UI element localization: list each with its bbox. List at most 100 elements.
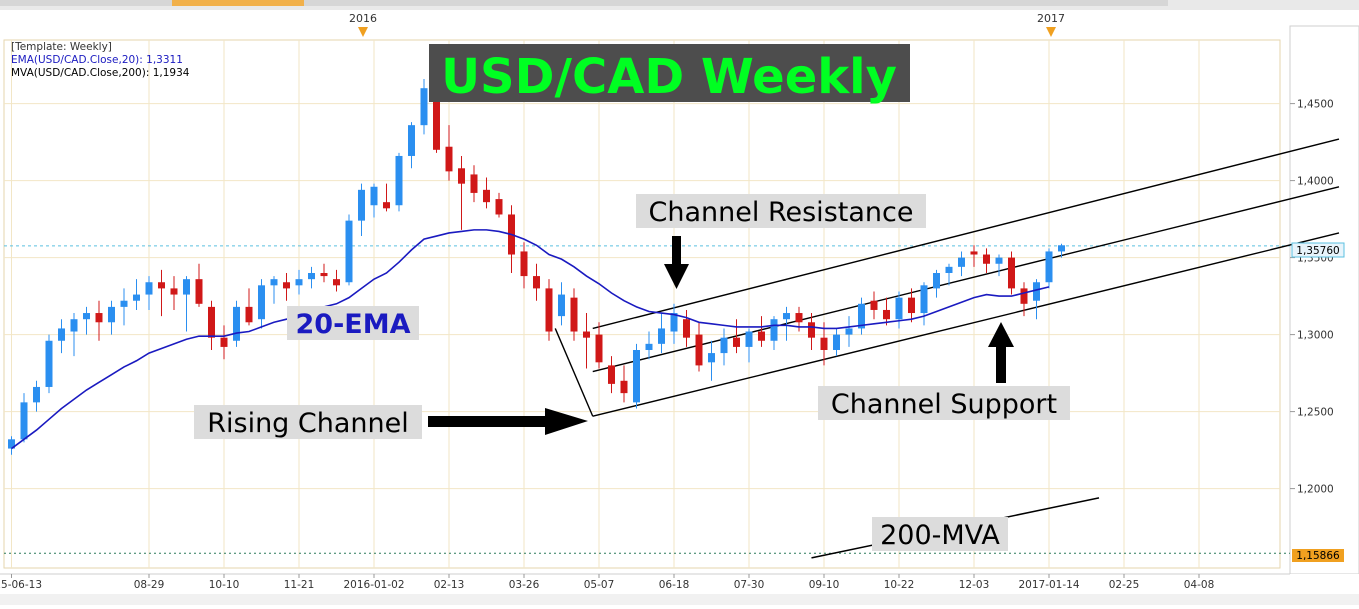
candle-bear bbox=[533, 276, 540, 289]
candle-bear bbox=[158, 282, 165, 289]
candle-bull bbox=[395, 155, 403, 206]
y-tick-label: 1,4500 bbox=[1297, 99, 1334, 111]
channel-resistance-line bbox=[592, 138, 1340, 330]
candle-bear bbox=[445, 146, 453, 172]
y-tick-label: 1,2000 bbox=[1297, 484, 1334, 496]
y-tick-label: 1,2500 bbox=[1297, 407, 1334, 419]
candle-bull bbox=[8, 439, 15, 449]
candle-bull bbox=[358, 189, 365, 221]
candle-bear bbox=[683, 319, 690, 338]
candle-bull bbox=[558, 294, 565, 317]
rising-channel[interactable] bbox=[554, 138, 1340, 417]
candle-bull bbox=[370, 186, 378, 206]
candle-bull bbox=[670, 313, 678, 332]
bottom-scrollbar[interactable] bbox=[0, 594, 1359, 605]
template-label: [Template: Weekly] bbox=[11, 41, 112, 53]
lower-price-value: 1,15866 bbox=[1296, 550, 1340, 562]
candle-bear bbox=[983, 254, 990, 264]
candle-bull bbox=[933, 273, 940, 289]
year-marker-2016-icon bbox=[358, 27, 368, 37]
candle-bear bbox=[95, 313, 103, 323]
x-tick-label: 04-08 bbox=[1184, 579, 1215, 591]
candle-bull bbox=[408, 125, 415, 156]
candle-bull bbox=[58, 328, 65, 341]
candle-bear bbox=[220, 337, 228, 347]
x-tick-label: 08-29 bbox=[134, 579, 165, 591]
candle-bull bbox=[770, 319, 778, 341]
y-tick-label: 1,3000 bbox=[1297, 330, 1334, 342]
candle-bear bbox=[170, 288, 178, 295]
candle-bull bbox=[120, 300, 128, 307]
channel-support-line bbox=[592, 232, 1340, 417]
candle-bull bbox=[33, 386, 40, 403]
current-price-value: 1,35760 bbox=[1296, 245, 1339, 257]
chart-title: USD/CAD Weekly bbox=[441, 49, 897, 105]
candle-bull bbox=[1033, 282, 1040, 301]
candle-bear bbox=[320, 273, 328, 277]
candle-bear bbox=[333, 279, 340, 286]
candle-bull bbox=[295, 279, 303, 286]
candle-bear bbox=[620, 380, 628, 394]
candle-bull bbox=[70, 319, 78, 332]
plot-area[interactable] bbox=[3, 39, 1281, 569]
candle-bull bbox=[658, 328, 665, 344]
candle-bull bbox=[1045, 251, 1053, 283]
x-tick-label: 02-25 bbox=[1109, 579, 1140, 591]
rising-channel-label: Rising Channel bbox=[207, 408, 409, 439]
ema-label-box bbox=[287, 306, 419, 340]
candle-bear bbox=[820, 337, 828, 350]
candle-bear bbox=[208, 306, 215, 338]
candle-bull bbox=[920, 285, 928, 314]
ema-label: 20-EMA bbox=[296, 309, 411, 340]
x-tick-label: 07-30 bbox=[734, 579, 765, 591]
channel-left-edge bbox=[554, 328, 594, 417]
candle-bear bbox=[795, 313, 803, 323]
candle-bear bbox=[1020, 288, 1028, 304]
candle-bear bbox=[583, 331, 590, 338]
candle-bull bbox=[233, 306, 240, 341]
rising-channel-box bbox=[194, 405, 422, 439]
candle-bull bbox=[720, 337, 728, 354]
candle-bull bbox=[995, 257, 1003, 264]
x-tick-label: 02-13 bbox=[434, 579, 465, 591]
x-tick-label: 2016-01-02 bbox=[343, 579, 404, 591]
mva-label-box bbox=[872, 517, 1008, 551]
candle-bull bbox=[308, 273, 315, 280]
candle-bull bbox=[258, 285, 265, 320]
candle-bull bbox=[708, 353, 715, 363]
x-tick-label: 12-03 bbox=[959, 579, 990, 591]
candle-bear bbox=[383, 202, 390, 209]
y-tick-label: 1,4000 bbox=[1297, 176, 1334, 188]
candle-bull bbox=[133, 294, 140, 301]
channel-support-arrow-icon bbox=[988, 322, 1014, 383]
year-label-2016: 2016 bbox=[349, 12, 377, 25]
time-header bbox=[0, 10, 1290, 26]
candle-bear bbox=[520, 251, 528, 277]
channel-resistance-label: Channel Resistance bbox=[649, 197, 914, 228]
candle-bear bbox=[570, 297, 578, 332]
candle-bull bbox=[783, 313, 790, 320]
candle-bull bbox=[345, 220, 353, 283]
candle-bear bbox=[1008, 257, 1015, 289]
price-axis[interactable] bbox=[1289, 25, 1359, 575]
candle-bear bbox=[545, 288, 553, 332]
mva-label: 200-MVA bbox=[880, 520, 1000, 551]
candle-bear bbox=[883, 309, 890, 320]
candle-bear bbox=[595, 334, 603, 363]
candle-bull bbox=[83, 313, 90, 320]
candle-bear bbox=[245, 306, 253, 323]
lower-price-badge bbox=[1292, 549, 1344, 562]
candle-bear bbox=[495, 199, 503, 215]
x-tick-label: 06-18 bbox=[659, 579, 690, 591]
candle-bull bbox=[845, 328, 853, 335]
candle-bear bbox=[483, 189, 490, 203]
candle-bull bbox=[145, 282, 153, 295]
candlestick-series bbox=[8, 74, 1065, 455]
top-scrollbar-thumb[interactable] bbox=[172, 0, 304, 6]
ema20-line bbox=[11, 229, 1050, 450]
top-scrollbar[interactable] bbox=[0, 0, 1168, 6]
candle-bull bbox=[633, 350, 640, 403]
